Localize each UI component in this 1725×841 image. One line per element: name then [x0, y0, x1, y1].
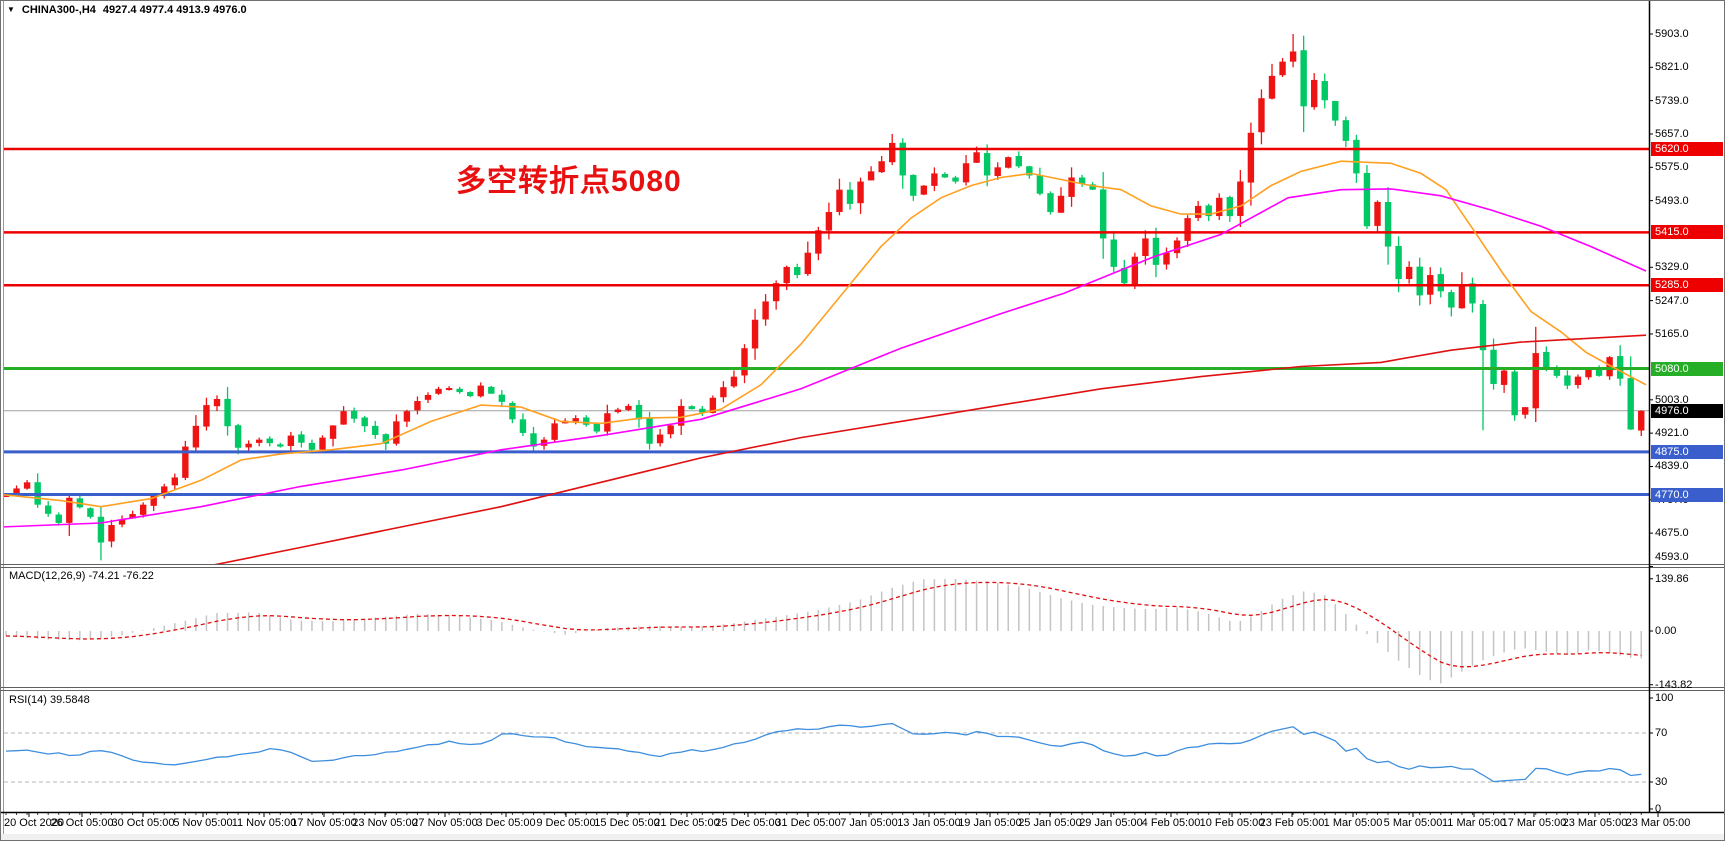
- ma-medium-magenta: [4, 188, 1647, 528]
- macd-signal-line: [5, 581, 1642, 668]
- price-panel: [4, 34, 1649, 564]
- symbol-dropdown-icon[interactable]: ▼: [7, 4, 15, 14]
- macd-name: MACD(12,26,9): [9, 570, 86, 582]
- rsi-indicator-label: RSI(14) 39.5848: [9, 694, 90, 706]
- rsi-value: 39.5848: [49, 694, 90, 706]
- ma-slow-red: [214, 334, 1647, 564]
- rsi-line: [5, 722, 1642, 783]
- pivot-annotation: 多空转折点5080: [456, 165, 682, 198]
- macd-panel: [5, 578, 1642, 684]
- symbol-period-label: CHINA300-,H4: [21, 3, 96, 16]
- candles: [4, 34, 1645, 561]
- chart-titlebar: ▼ CHINA300-,H4 4927.4 4977.4 4913.9 4976…: [7, 3, 247, 16]
- ohlc-values: 4927.4 4977.4 4913.9 4976.0: [102, 3, 247, 16]
- rsi-panel: [4, 722, 1649, 783]
- ma-fast-orange: [4, 160, 1647, 508]
- macd-values: -74.21 -76.22: [88, 570, 154, 582]
- macd-indicator-label: MACD(12,26,9) -74.21 -76.22: [9, 570, 154, 582]
- window-bottom-strip: [1, 834, 1724, 840]
- rsi-name: RSI(14): [9, 694, 47, 706]
